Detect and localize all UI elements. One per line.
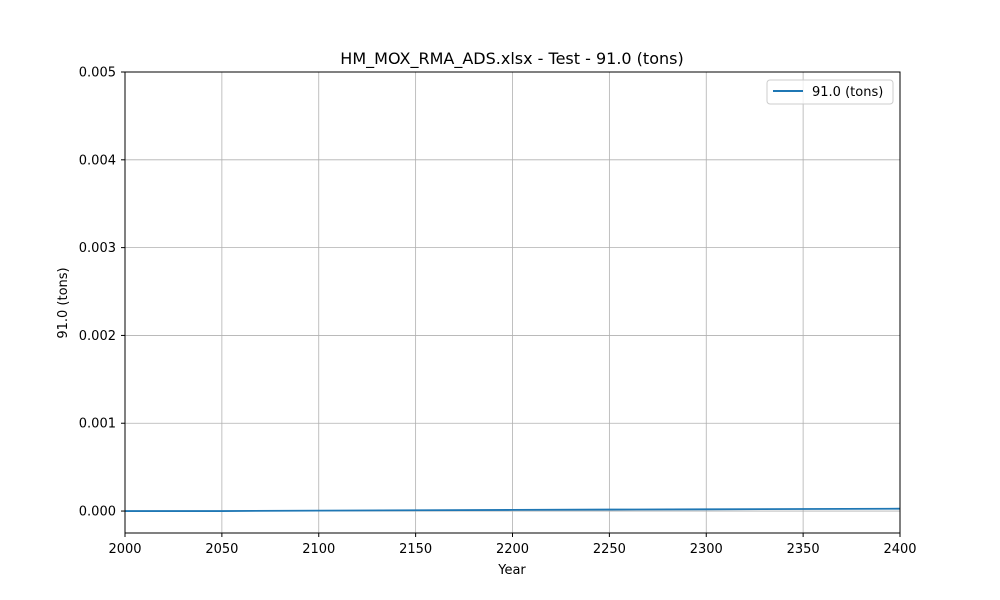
grid-lines [124,71,901,533]
x-axis-label: Year [497,563,526,578]
legend: 91.0 (tons) [766,79,894,105]
x-tick-label: 2200 [496,542,529,557]
x-tick-label: 2350 [787,542,820,557]
legend-box [766,79,894,105]
y-tick-label: 0.004 [79,153,116,168]
y-axis-label: 91.0 (tons) [56,267,71,338]
y-tick-label: 0.003 [79,241,116,256]
series-line [125,507,901,512]
y-tick-label: 0.001 [79,417,116,432]
y-tick-label: 0.002 [79,329,116,344]
y-tick-label: 0.005 [79,66,116,81]
x-tick-label: 2250 [593,542,626,557]
x-tick-label: 2400 [883,542,916,557]
x-tick-label: 2150 [399,542,432,557]
x-tick-label: 2300 [690,542,723,557]
series-layer [125,507,901,512]
x-tick-label: 2050 [205,542,238,557]
legend-label: 91.0 (tons) [812,85,883,100]
x-tick-label: 2000 [108,542,141,557]
chart-title: HM_MOX_RMA_ADS.xlsx - Test - 91.0 (tons) [340,49,683,69]
x-tick-label: 2100 [302,542,335,557]
y-axis: 0.000 0.001 0.002 0.003 0.004 0.005 [79,66,125,520]
x-axis: 2000 2050 2100 2150 2200 2250 2300 2350 2400 [108,533,917,557]
y-tick-label: 0.000 [79,505,116,520]
